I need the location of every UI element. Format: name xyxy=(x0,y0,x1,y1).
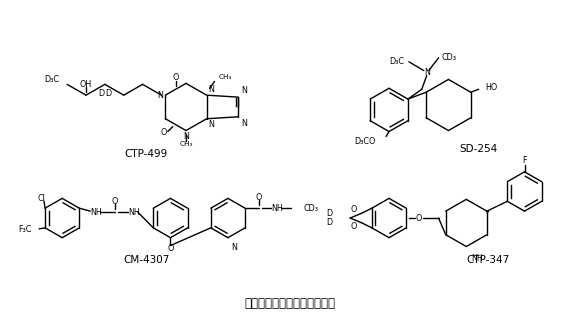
Text: N: N xyxy=(424,68,430,77)
Text: D₃CO: D₃CO xyxy=(354,137,375,146)
Text: O: O xyxy=(167,244,173,253)
Text: NH: NH xyxy=(271,204,282,213)
Text: CD₃: CD₃ xyxy=(441,53,456,62)
Text: N: N xyxy=(209,85,215,94)
Text: CH₃: CH₃ xyxy=(179,141,193,147)
Text: D: D xyxy=(98,89,104,98)
Text: 处于临床研究阶段的氘代药物: 处于临床研究阶段的氘代药物 xyxy=(245,297,335,310)
Text: SD-254: SD-254 xyxy=(459,144,497,154)
Text: N: N xyxy=(209,120,215,129)
Text: CH₃: CH₃ xyxy=(219,75,232,80)
Text: D: D xyxy=(326,209,332,218)
Text: D: D xyxy=(106,89,112,98)
Text: N: N xyxy=(158,91,164,100)
Text: O: O xyxy=(112,197,118,206)
Text: F: F xyxy=(522,156,527,165)
Text: O: O xyxy=(161,128,167,137)
Text: NH: NH xyxy=(471,254,483,263)
Text: O: O xyxy=(351,222,357,231)
Text: N: N xyxy=(241,119,247,128)
Text: O: O xyxy=(415,214,422,223)
Text: D: D xyxy=(326,218,332,227)
Text: CD₃: CD₃ xyxy=(303,204,318,213)
Text: Cl: Cl xyxy=(37,194,45,203)
Text: O: O xyxy=(351,205,357,214)
Text: CTP-347: CTP-347 xyxy=(466,255,510,265)
Text: D₃C: D₃C xyxy=(389,57,404,66)
Text: N: N xyxy=(231,243,237,252)
Text: N: N xyxy=(183,132,189,141)
Text: NH: NH xyxy=(128,208,140,217)
Text: O: O xyxy=(256,193,262,202)
Text: HO: HO xyxy=(485,83,498,92)
Text: O: O xyxy=(172,73,179,82)
Text: D₃C: D₃C xyxy=(44,75,59,84)
Text: NH: NH xyxy=(90,208,102,217)
Text: OH: OH xyxy=(80,80,92,89)
Text: CTP-499: CTP-499 xyxy=(125,149,168,159)
Text: CM-4307: CM-4307 xyxy=(123,255,169,265)
Text: N: N xyxy=(241,86,247,95)
Text: F₃C: F₃C xyxy=(18,225,31,234)
